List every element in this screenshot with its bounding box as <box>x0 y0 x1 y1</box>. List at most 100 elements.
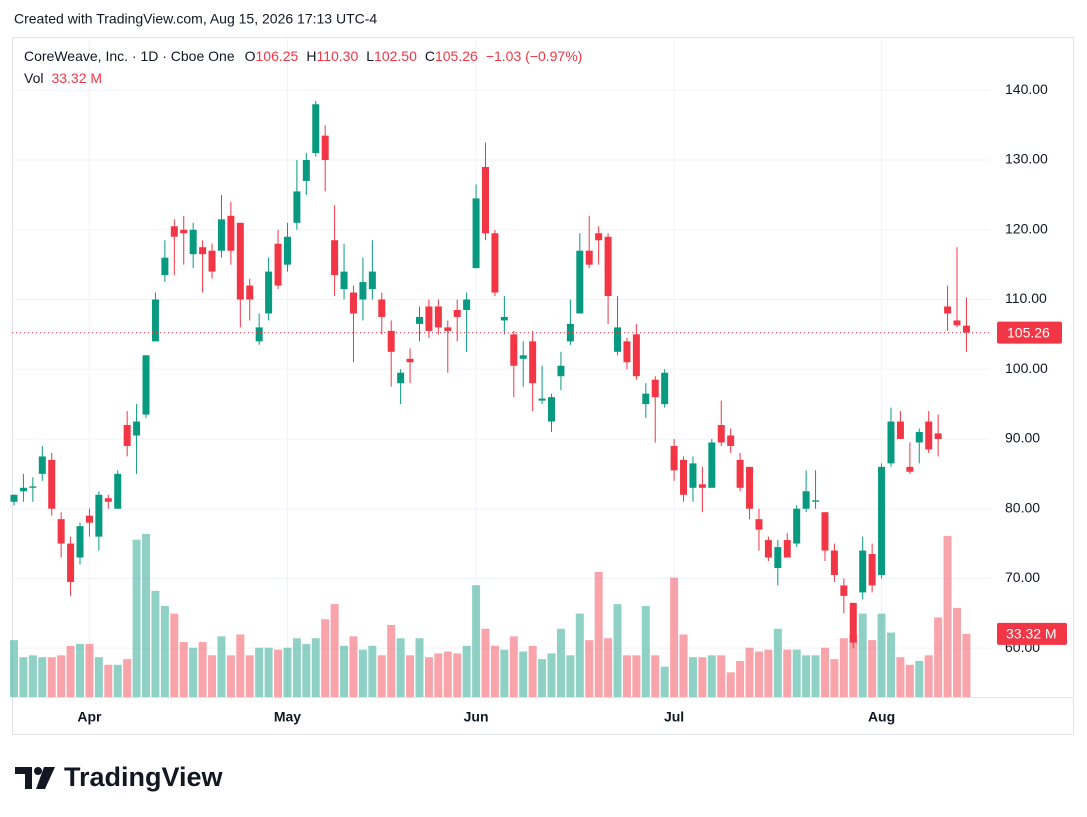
candle-body <box>783 540 791 558</box>
volume-bar <box>622 655 631 697</box>
candle-body <box>774 547 782 568</box>
volume-bar <box>858 613 867 697</box>
volume-bar <box>934 617 943 697</box>
candle-body <box>849 602 857 643</box>
x-tick-label: Apr <box>77 709 102 725</box>
candle-body <box>868 554 876 586</box>
volume-bar <box>264 647 273 697</box>
volume-bar <box>802 655 811 697</box>
h-label: H <box>306 48 316 64</box>
volume-bar <box>340 645 349 697</box>
logo-slash <box>36 767 55 789</box>
candle-body <box>321 135 329 161</box>
candle-body <box>934 433 942 439</box>
candle-body <box>255 327 263 342</box>
candle-body <box>878 466 886 575</box>
candle-body <box>812 500 820 502</box>
volume-bar <box>566 655 575 697</box>
volume-bar <box>632 655 641 697</box>
candle-body <box>104 498 112 502</box>
volume-bar <box>283 647 292 697</box>
y-tick-label: 110.00 <box>1005 290 1047 306</box>
volume-bar <box>585 640 594 697</box>
candle-body <box>925 421 933 450</box>
last-volume-label: 33.32 M <box>1006 626 1057 642</box>
volume-bar <box>915 660 924 697</box>
volume-bar <box>604 638 613 697</box>
candle-body <box>500 316 508 321</box>
volume-bar <box>688 657 697 697</box>
candle-body <box>349 292 357 314</box>
plot: 105.26 33.32 M <box>10 100 1067 697</box>
candle-body <box>764 540 772 558</box>
y-tick-label: 70.00 <box>1005 569 1040 585</box>
candle-body <box>189 229 197 255</box>
candle-body <box>482 167 489 234</box>
volume-bar <box>85 643 94 697</box>
last-price-box <box>997 321 1062 344</box>
candle-body <box>614 327 622 352</box>
candle-body <box>133 421 141 436</box>
volume-bar <box>387 624 396 697</box>
candle-body <box>302 160 310 181</box>
volume-bar <box>726 672 735 697</box>
volume-bar <box>849 634 858 697</box>
candle-body <box>510 334 518 366</box>
candle-body <box>340 271 348 290</box>
candle-body <box>236 222 244 300</box>
c-label: C <box>425 48 435 64</box>
candle-body <box>906 466 914 472</box>
candle-body <box>123 425 131 446</box>
volume-bar <box>820 647 829 697</box>
candle-body <box>576 250 584 314</box>
brand-logo: TradingView <box>15 762 224 792</box>
volume-bar <box>651 655 660 697</box>
l-label: L <box>366 48 374 64</box>
candle-body <box>698 484 706 488</box>
candle-body <box>19 487 27 492</box>
candle-body <box>755 519 763 530</box>
candle-body <box>425 306 433 331</box>
volume-bar <box>783 649 792 697</box>
candle-body <box>387 330 395 352</box>
y-tick-label: 80.00 <box>1005 499 1040 515</box>
volume-bar <box>641 606 650 697</box>
volume-bar <box>226 655 235 697</box>
candle-body <box>293 191 301 223</box>
volume-bar <box>311 638 320 697</box>
volume-bar <box>575 613 584 697</box>
volume-bar <box>886 632 895 697</box>
volume-bar <box>500 649 509 697</box>
volume-bar <box>415 638 424 697</box>
volume-bar <box>453 653 462 697</box>
candle-body <box>519 355 527 359</box>
candle-body <box>896 421 904 439</box>
candle-body <box>265 271 273 314</box>
volume-bar <box>170 613 179 697</box>
candle-body <box>651 379 659 398</box>
candle-body <box>604 236 612 297</box>
vol-value: 33.32 M <box>51 70 102 86</box>
volume-bar <box>868 640 877 697</box>
volume-bar <box>490 645 499 697</box>
candle-body <box>736 459 744 488</box>
volume-bar <box>396 638 405 697</box>
candle-body <box>962 325 970 333</box>
x-tick-label: May <box>274 709 301 725</box>
volume-bar <box>236 634 245 697</box>
candle-body <box>802 491 810 509</box>
volume-bar <box>443 651 452 697</box>
candle-body <box>915 432 923 443</box>
candle-body <box>623 341 631 363</box>
volume-bar <box>764 649 773 697</box>
volume-bar <box>670 577 679 697</box>
candle-body <box>708 442 716 488</box>
o-value: 106.25 <box>256 48 299 64</box>
candle-body <box>840 585 848 596</box>
x-tick-label: Jul <box>664 709 684 725</box>
candle-body <box>217 219 225 251</box>
volume-bar <box>123 659 132 697</box>
candle-body <box>76 526 84 558</box>
candle-body <box>953 320 961 326</box>
volume-bar <box>10 640 18 697</box>
